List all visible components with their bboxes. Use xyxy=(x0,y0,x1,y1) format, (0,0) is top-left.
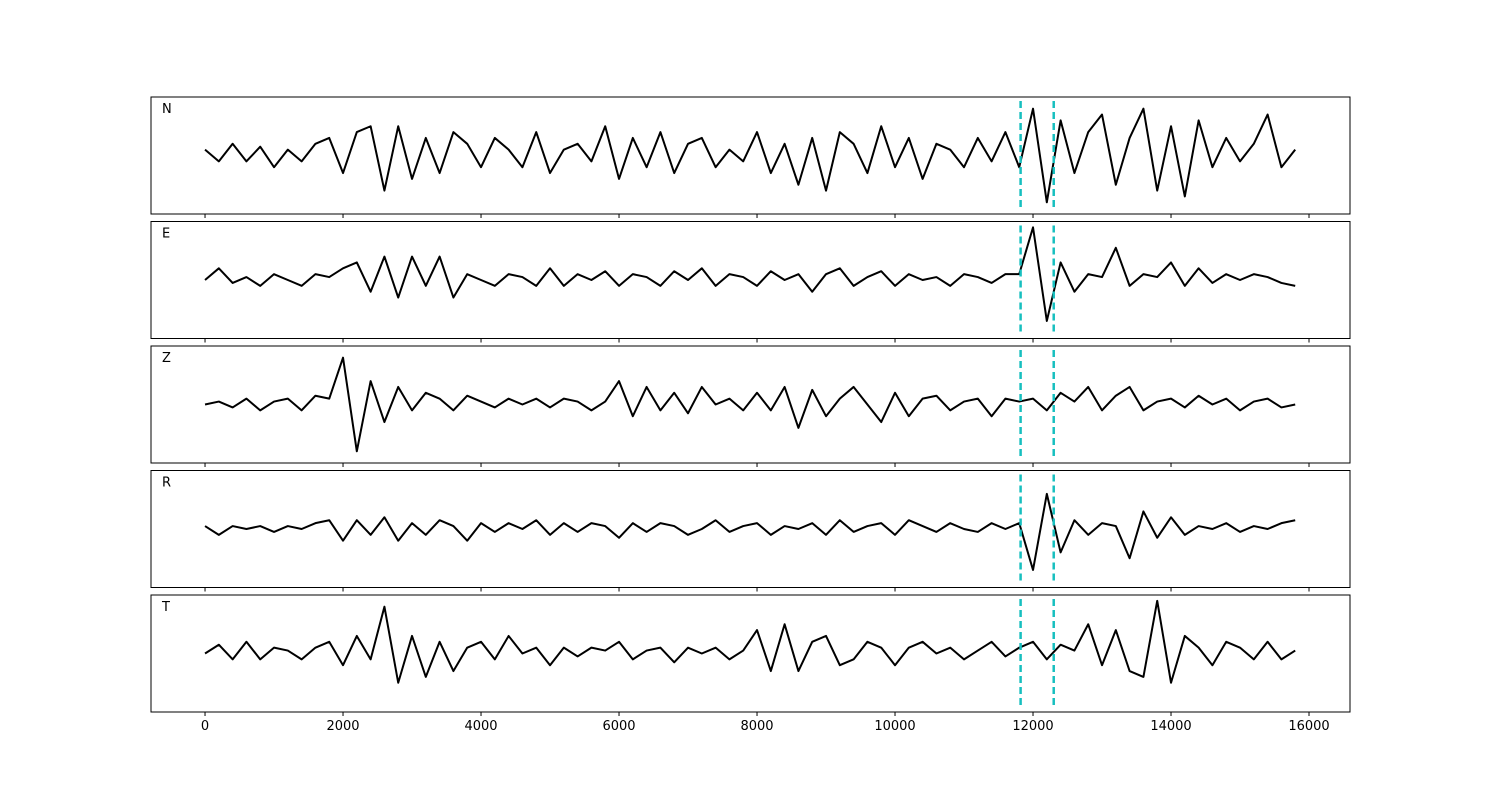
x-tick-label: 12000 xyxy=(1012,719,1053,734)
panel-frame xyxy=(150,221,1351,339)
waveform xyxy=(204,226,1296,322)
x-tick-label: 6000 xyxy=(602,719,635,734)
panel-frame xyxy=(150,345,1351,464)
x-tick-label: 4000 xyxy=(464,719,497,734)
waveform xyxy=(204,107,1296,204)
trace-label: R xyxy=(162,476,171,491)
panel-frame xyxy=(150,470,1351,588)
waveform xyxy=(204,356,1296,453)
x-tick-label: 8000 xyxy=(740,719,773,734)
x-tick-label: 0 xyxy=(201,719,209,734)
trace-label: Z xyxy=(162,351,171,366)
trace-label: T xyxy=(161,600,170,615)
panel-frame xyxy=(150,96,1351,215)
trace-label: N xyxy=(162,102,172,117)
waveform xyxy=(204,492,1296,571)
panel-frame xyxy=(150,594,1351,713)
waveform xyxy=(204,599,1296,684)
trace-label: E xyxy=(162,227,170,242)
x-tick-label: 14000 xyxy=(1150,719,1191,734)
x-tick-label: 2000 xyxy=(326,719,359,734)
x-tick-label: 16000 xyxy=(1288,719,1329,734)
x-tick-label: 10000 xyxy=(874,719,915,734)
